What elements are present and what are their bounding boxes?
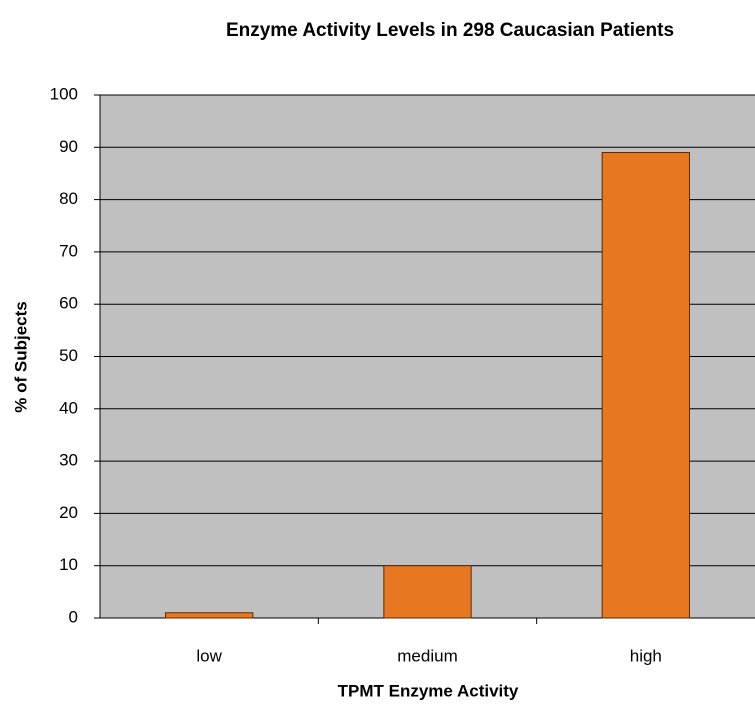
y-tick-label: 90	[59, 137, 78, 156]
chart-title: Enzyme Activity Levels in 298 Caucasian …	[226, 20, 674, 41]
x-tick-label: high	[630, 646, 662, 665]
bar	[165, 612, 254, 619]
y-tick-label: 30	[59, 451, 78, 470]
y-tick-label: 60	[59, 294, 78, 313]
y-tick-label: 40	[59, 398, 78, 417]
x-tick-label: low	[196, 646, 222, 665]
y-axis-title: % of Subjects	[11, 301, 30, 412]
bar	[383, 565, 472, 619]
y-tick-label: 0	[69, 607, 78, 626]
y-tick-label: 100	[50, 84, 78, 103]
y-tick-label: 50	[59, 346, 78, 365]
y-tick-label: 70	[59, 241, 78, 260]
y-tick-label: 80	[59, 189, 78, 208]
x-axis-title: TPMT Enzyme Activity	[338, 681, 519, 700]
y-tick-label: 10	[59, 555, 78, 574]
bar	[601, 152, 691, 619]
x-tick-label: medium	[397, 646, 457, 665]
y-tick-label: 20	[59, 503, 78, 522]
